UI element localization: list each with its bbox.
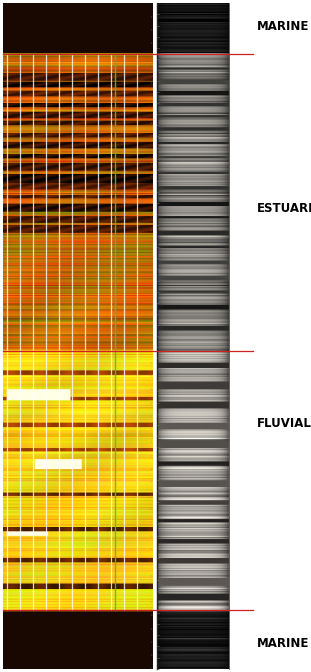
Text: MARINE: MARINE — [257, 637, 309, 650]
Text: FLUVIAL: FLUVIAL — [257, 417, 311, 430]
Text: MARINE: MARINE — [257, 20, 309, 34]
Text: ESTUARINE: ESTUARINE — [257, 202, 311, 215]
